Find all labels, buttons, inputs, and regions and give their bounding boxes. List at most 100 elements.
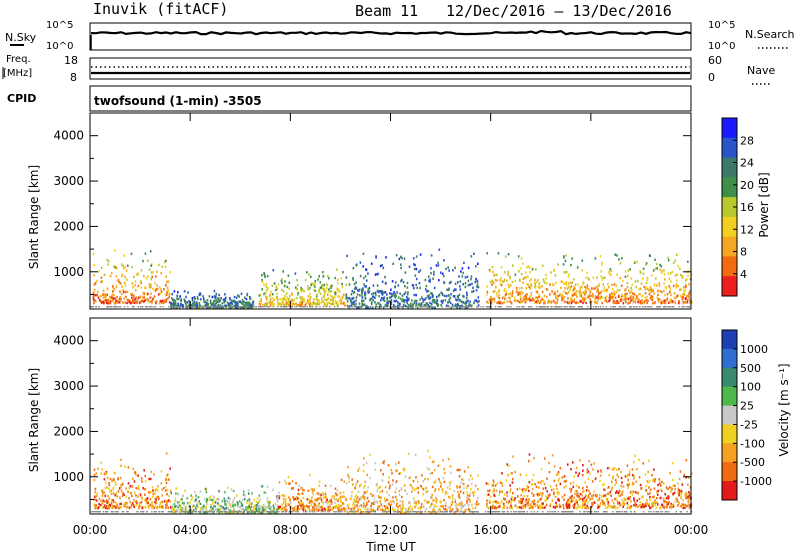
power-point [499,302,501,304]
velocity-point [621,493,623,495]
velocity-point [430,511,432,513]
power-point [169,301,171,303]
power-point [102,294,104,296]
velocity-point [632,468,634,470]
ground-scatter-point [586,511,587,512]
power-point [340,302,342,304]
velocity-point [546,499,548,501]
velocity-point [649,496,651,498]
velocity-point [568,504,570,506]
power-point [365,306,367,308]
power-point [619,300,621,302]
velocity-point [161,470,163,472]
velocity-point [573,497,575,499]
power-point [164,299,166,301]
velocity-point [393,501,395,503]
velocity-point [126,496,128,498]
velocity-point [442,459,444,461]
power-point [438,295,440,297]
velocity-point [347,466,349,468]
power-point [520,298,522,300]
velocity-point [514,471,516,473]
ground-scatter-point [468,306,469,307]
power-point [518,255,520,257]
velocity-point [388,481,390,483]
ground-scatter-point [598,306,599,307]
velocity-point [443,508,445,510]
velocity-point [174,509,176,511]
velocity-point [155,498,157,500]
power-point [657,290,659,292]
velocity-point [555,496,557,498]
power-point [318,300,320,302]
velocity-point [241,502,243,504]
power-point [585,302,587,304]
power-point [160,300,162,302]
power-point [670,287,672,289]
power-point [373,292,375,294]
power-point [206,303,208,305]
ground-scatter-point [301,306,302,307]
power-point [259,303,261,305]
power-point [646,299,648,301]
velocity-point [653,468,655,470]
velocity-point [436,501,438,503]
power-point [279,303,281,305]
power-point [449,282,451,284]
ground-scatter-point [529,306,530,307]
velocity-point [302,489,304,491]
velocity-point [520,499,522,501]
velocity-point [542,502,544,504]
power-point [318,275,320,277]
power-point [507,274,509,276]
power-point [266,285,268,287]
power-point [328,302,330,304]
power-point [563,255,565,257]
power-point [416,287,418,289]
velocity-point [671,506,673,508]
power-point [387,297,389,299]
velocity-point [233,500,235,502]
power-point [428,290,430,292]
power-point [353,297,355,299]
velocity-point [522,490,524,492]
power-point [523,296,525,298]
power-point [621,285,623,287]
power-point [432,300,434,302]
velocity-point [672,504,674,506]
velocity-point [575,472,577,474]
velocity-point [542,492,544,494]
power-point [580,290,582,292]
power-point [585,276,587,278]
power-point [141,300,143,302]
velocity-point [165,504,167,506]
velocity-point [555,502,557,504]
velocity-point [187,502,189,504]
power-point [616,273,618,275]
ground-scatter-point [501,306,502,307]
velocity-point [417,487,419,489]
power-point [460,270,462,272]
velocity-point [248,492,250,494]
power-point [213,300,215,302]
power-point [642,294,644,296]
ground-scatter-point [175,306,176,307]
power-point [286,292,288,294]
velocity-point [678,494,680,496]
power-point [673,262,675,264]
power-point [465,286,467,288]
velocity-point [239,500,241,502]
power-point [384,296,386,298]
velocity-point [396,503,398,505]
velocity-point [532,479,534,481]
velocity-point [499,506,501,508]
ground-scatter-point [112,511,113,512]
velocity-point [233,507,235,509]
velocity-point [542,480,544,482]
power-point [393,291,395,293]
velocity-point [187,497,189,499]
velocity-point [620,491,622,493]
velocity-point [689,495,691,497]
ground-scatter-point [649,306,650,307]
velocity-point [182,495,184,497]
